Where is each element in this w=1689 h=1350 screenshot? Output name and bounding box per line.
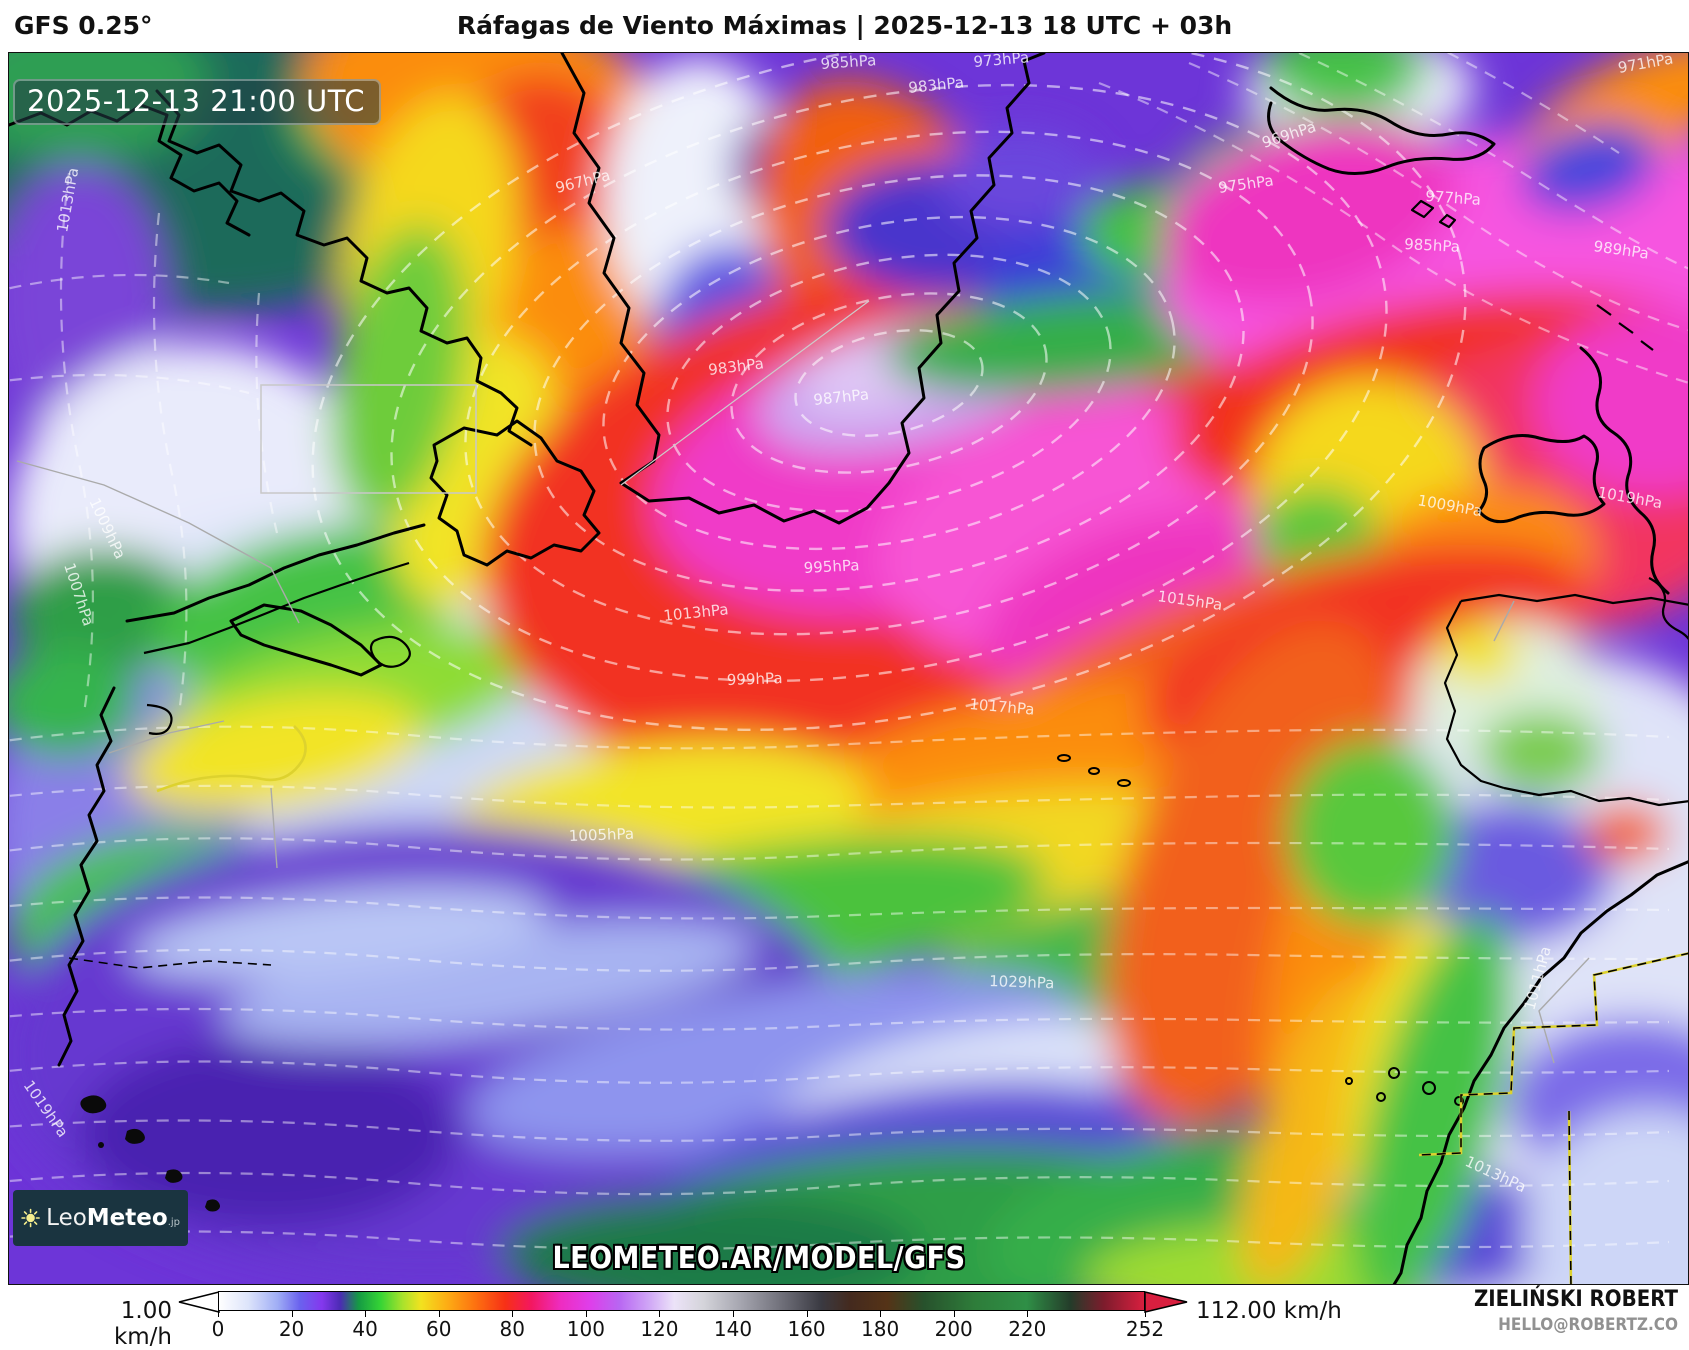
tick-mark xyxy=(365,1311,367,1317)
author-credit: ZIELIŃSKI ROBERT xyxy=(1473,1287,1678,1312)
tick-mark xyxy=(1027,1311,1029,1317)
tick-label: 180 xyxy=(861,1317,900,1341)
coastlines xyxy=(9,53,1688,1284)
isobar-label: 1029hPa xyxy=(989,972,1055,992)
legend-bar: 1.00 km/h 0 20 40 60 80 100 120 140 160 180 200 220… xyxy=(0,1285,1689,1350)
isobar-label: 983hPa xyxy=(908,73,965,97)
tick-label: 160 xyxy=(787,1317,826,1341)
tick-mark xyxy=(659,1311,661,1317)
colorbar xyxy=(218,1291,1145,1311)
isobar-label: 973hPa xyxy=(973,53,1030,71)
tick-mark xyxy=(1145,1311,1146,1317)
logo-wordmark: LeoMeteo.jp xyxy=(46,1205,180,1231)
contact-email: HELLO@ROBERTZ.CO xyxy=(1498,1315,1678,1335)
model-label: GFS 0.25° xyxy=(14,11,153,40)
tick-mark xyxy=(953,1311,955,1317)
tick-label: 0 xyxy=(211,1317,225,1341)
header-bar: GFS 0.25° Ráfagas de Viento Máximas | 20… xyxy=(0,0,1689,52)
tick-label: 252 xyxy=(1125,1317,1165,1341)
legend-min-label: 1.00 km/h xyxy=(113,1298,172,1350)
gust-color-blobs xyxy=(9,53,1688,1284)
tick-mark xyxy=(512,1311,514,1317)
tick-label: 200 xyxy=(934,1317,973,1341)
legend-max-label: 112.00 km/h xyxy=(1196,1298,1342,1324)
leometeo-logo: LeoMeteo.jp xyxy=(13,1190,188,1246)
isobar-label: 1005hPa xyxy=(569,825,635,845)
tick-mark xyxy=(733,1311,734,1317)
watermark-text: LEOMETEO.AR/MODEL/GFS xyxy=(552,1241,966,1276)
tick-mark xyxy=(291,1311,293,1317)
tick-label: 100 xyxy=(566,1317,605,1341)
tick-mark xyxy=(585,1311,587,1317)
isobar-label: 995hPa xyxy=(803,556,860,577)
wind-gust-map: 973hPa 971hPa 969hPa 975hPa 977hPa 985hPa 989h… xyxy=(8,52,1689,1285)
tick-mark xyxy=(218,1311,219,1317)
tick-label: 120 xyxy=(640,1317,679,1341)
isobar-label: 977hPa xyxy=(1425,187,1482,209)
isobar-lines xyxy=(9,53,1688,1251)
isobar-label: 987hPa xyxy=(813,385,870,409)
isobar-label: 999hPa xyxy=(727,669,783,689)
isobar-label: 1017hPa xyxy=(969,695,1036,719)
tick-label: 80 xyxy=(499,1317,526,1341)
tick-label: 220 xyxy=(1008,1317,1047,1341)
isobar-label: 985hPa xyxy=(820,53,877,73)
colorbar-ticks: 0 20 40 60 80 100 120 140 160 180 200 220 252 xyxy=(212,1311,1164,1341)
tick-label: 140 xyxy=(713,1317,753,1341)
colorbar-left-arrow xyxy=(178,1291,220,1313)
tick-label: 40 xyxy=(352,1317,378,1341)
tick-label: 20 xyxy=(278,1317,305,1341)
tick-mark xyxy=(880,1311,882,1317)
isobar-label: 985hPa xyxy=(1404,235,1461,256)
tick-mark xyxy=(438,1311,440,1317)
sun-icon xyxy=(21,1208,40,1228)
page-title: Ráfagas de Viento Máximas | 2025-12-13 1… xyxy=(456,11,1233,40)
tick-label: 60 xyxy=(425,1317,452,1341)
colorbar-right-arrow xyxy=(1144,1291,1188,1313)
tick-mark xyxy=(806,1311,808,1317)
timestamp-overlay: 2025-12-13 21:00 UTC xyxy=(13,79,382,125)
